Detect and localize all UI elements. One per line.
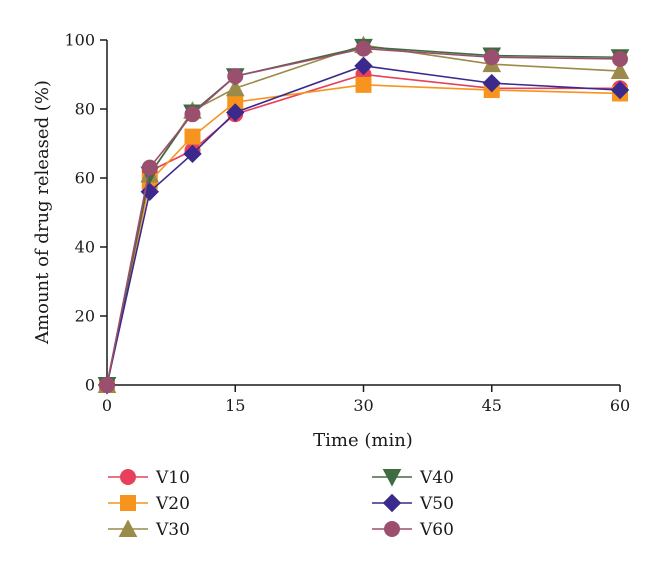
legend-marker xyxy=(384,521,400,537)
x-tick-label: 60 xyxy=(610,396,630,415)
series-line xyxy=(106,47,621,386)
x-tick-label: 45 xyxy=(482,396,502,415)
series-line xyxy=(106,73,620,386)
x-axis-title: Time (min) xyxy=(313,430,413,451)
legend-item-v30: V30 xyxy=(108,519,190,540)
legend-marker xyxy=(382,469,402,487)
legend-label: V40 xyxy=(419,468,454,488)
y-tick-label: 100 xyxy=(64,31,95,50)
x-tick-label: 30 xyxy=(353,396,373,415)
legend-item-v60: V60 xyxy=(372,520,454,540)
legend-label: V30 xyxy=(155,520,190,540)
data-point xyxy=(99,377,115,393)
x-tick-label: 0 xyxy=(102,396,112,415)
y-tick-label: 60 xyxy=(75,169,95,188)
legend-label: V60 xyxy=(419,520,454,540)
data-point xyxy=(141,159,158,176)
y-tick-label: 0 xyxy=(85,376,95,395)
data-point xyxy=(355,40,372,57)
legend-marker xyxy=(120,469,136,485)
y-tick-label: 20 xyxy=(75,307,95,326)
legend-label: V50 xyxy=(419,494,454,514)
data-point xyxy=(482,73,501,93)
data-point xyxy=(354,56,373,76)
legend-marker xyxy=(120,495,136,511)
y-tick-label: 80 xyxy=(75,100,95,119)
data-point xyxy=(483,49,500,66)
legend: V10 V20 V30 V40 V50 V60 xyxy=(108,468,454,540)
legend-item-v40: V40 xyxy=(372,468,454,488)
data-point xyxy=(612,50,628,67)
legend-marker xyxy=(382,493,402,513)
legend-label: V10 xyxy=(155,468,190,488)
data-point xyxy=(225,78,245,97)
y-tick-label: 40 xyxy=(75,238,95,257)
data-point xyxy=(226,103,245,122)
data-point xyxy=(184,128,201,145)
series-v60 xyxy=(99,40,628,393)
series-line xyxy=(106,46,621,386)
legend-label: V20 xyxy=(155,494,190,514)
legend-item-v50: V50 xyxy=(372,493,454,514)
data-point xyxy=(183,144,202,164)
data-point xyxy=(355,76,372,93)
series-line xyxy=(106,44,621,386)
legend-marker xyxy=(118,519,138,537)
series-v20 xyxy=(99,76,628,393)
legend-item-v20: V20 xyxy=(108,494,190,514)
y-axis-title: Amount of drug released (%) xyxy=(32,80,53,345)
x-tick-label: 15 xyxy=(225,396,245,415)
data-point xyxy=(610,80,630,100)
y-ticks: 0 20 40 60 80 100 xyxy=(64,31,107,395)
series-line xyxy=(106,84,621,386)
series-v50 xyxy=(97,56,630,395)
series-layer xyxy=(97,35,630,395)
data-point xyxy=(610,61,630,80)
series-line xyxy=(106,65,621,386)
data-point xyxy=(227,68,244,85)
legend-item-v10: V10 xyxy=(108,468,190,488)
x-ticks: 0 15 30 45 60 xyxy=(102,385,630,415)
data-point xyxy=(184,106,201,123)
series-v10 xyxy=(99,66,628,393)
